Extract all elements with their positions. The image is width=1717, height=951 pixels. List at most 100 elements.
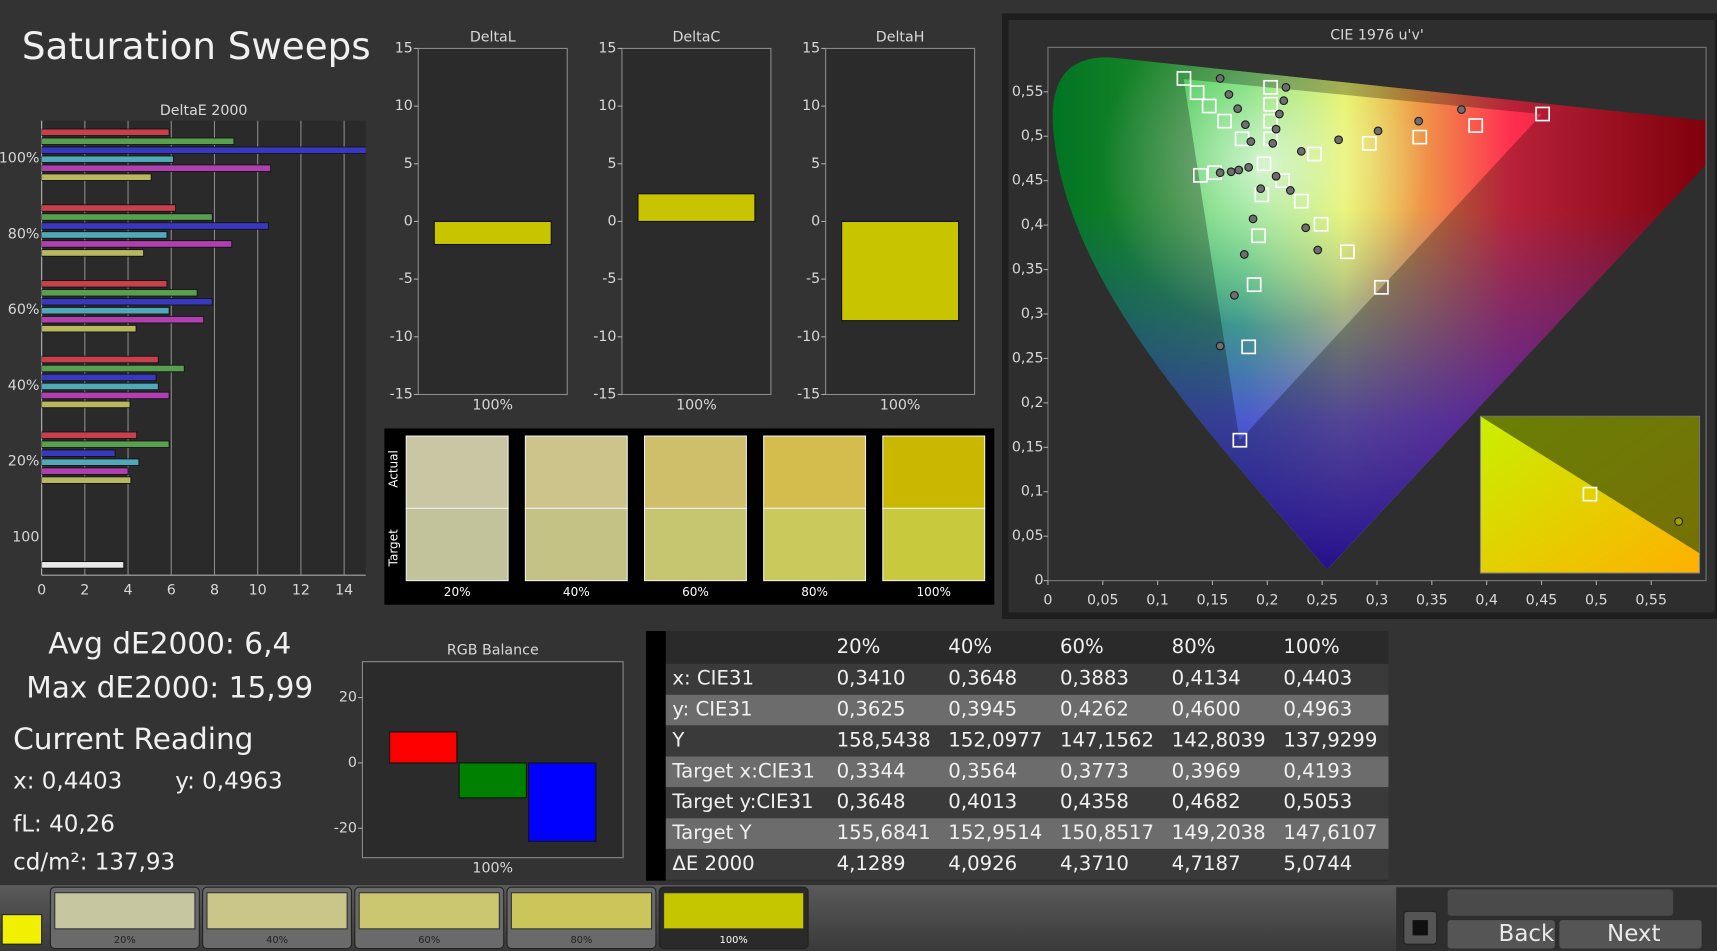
measured-point: [1334, 135, 1343, 145]
reading-fl: fL: 40,26: [13, 811, 115, 837]
patch-color: [358, 892, 500, 930]
table-cell: 4,7187: [1172, 852, 1241, 875]
bar: [637, 193, 756, 223]
chart-title: RGB Balance: [447, 643, 539, 659]
table-header: 40%: [948, 635, 992, 658]
bar: [41, 249, 145, 257]
measured-point: [1233, 104, 1243, 114]
actual-label: Actual: [387, 450, 401, 488]
x-tick-label: 10: [249, 582, 267, 598]
measured-point: [1246, 137, 1256, 146]
bar: [41, 240, 233, 248]
measured-point: [1285, 186, 1295, 195]
y-tick-label: 5: [811, 156, 820, 172]
current-reading-title: Current Reading: [13, 722, 253, 756]
x-tick-label: 0,05: [1087, 592, 1119, 608]
x-tick-label: 6: [167, 582, 176, 598]
measured-point: [1271, 171, 1281, 181]
y-tick-label: 0: [1035, 573, 1044, 589]
target-point: [1217, 113, 1232, 129]
x-tick-label: 12: [292, 582, 310, 598]
x-tick-label: 0,45: [1526, 592, 1558, 608]
target-point: [1373, 279, 1389, 295]
y-tick-label: 0,2: [1021, 395, 1044, 411]
bar: [458, 762, 527, 799]
patch-label: 20%: [114, 935, 136, 946]
next-button[interactable]: [1559, 920, 1702, 949]
swatch-label: 20%: [444, 585, 471, 599]
bar: [41, 440, 170, 448]
y-tick-label: 0,05: [1012, 528, 1044, 544]
chart-title: DeltaL: [470, 29, 516, 45]
transport-buttons[interactable]: [1447, 889, 1674, 916]
y-tick-label: 5: [607, 156, 616, 172]
next-label[interactable]: Next: [1607, 921, 1661, 947]
y-tick-label: 15: [598, 40, 616, 56]
target-point: [1313, 216, 1329, 232]
target-point: [1293, 193, 1309, 209]
measured-point: [1215, 168, 1225, 178]
y-tick-label: 0: [811, 213, 820, 229]
bar: [41, 146, 366, 154]
target-point: [1241, 339, 1257, 355]
table-header: 80%: [1172, 635, 1216, 658]
bar: [528, 762, 597, 842]
table-cell: 0,4682: [1172, 790, 1241, 813]
table-cell: 0,4600: [1172, 698, 1241, 721]
reading-y: y: 0,4963: [175, 769, 282, 795]
target-point: [1189, 85, 1205, 101]
target-point: [1535, 106, 1551, 122]
max-de: Max dE2000: 15,99: [26, 671, 313, 705]
measured-point: [1373, 126, 1383, 136]
measured-point: [1271, 124, 1281, 134]
table-cell: 0,3564: [948, 759, 1017, 782]
target-swatch: [524, 507, 628, 582]
measured-point: [1215, 341, 1225, 351]
x-tick-label: 0,2: [1256, 592, 1279, 608]
actual-swatch: [643, 435, 747, 509]
target-point: [1361, 135, 1377, 151]
measured-point: [1268, 138, 1278, 148]
back-label[interactable]: Back: [1499, 921, 1555, 947]
measured-point: [1281, 82, 1291, 92]
table-header: 60%: [1060, 635, 1104, 658]
measured-point: [1313, 245, 1323, 255]
back-button[interactable]: [1447, 920, 1555, 949]
table-cell: 149,2038: [1172, 821, 1266, 844]
bar: [41, 289, 198, 297]
bar: [41, 561, 125, 569]
actual-swatch: [882, 435, 986, 509]
bar: [433, 220, 552, 246]
x-tick-label: 0,55: [1635, 592, 1667, 608]
measured-point: [1224, 90, 1234, 99]
table-cell: 0,3773: [1060, 759, 1129, 782]
table-cell: 142,8039: [1172, 728, 1266, 751]
x-tick-label: 0,4: [1475, 592, 1498, 608]
table-row: [665, 725, 1389, 757]
measured-point: [1457, 105, 1466, 114]
target-point: [1232, 432, 1248, 448]
table-gutter: [646, 630, 666, 881]
table-cell: 0,3883: [1060, 667, 1129, 690]
row-label: y: CIE31: [672, 698, 752, 721]
y-tick-label: 5: [404, 156, 413, 172]
measured-point: [1244, 162, 1254, 172]
bar: [41, 164, 272, 172]
measured-point: [1274, 109, 1284, 119]
y-tick-label: 0,3: [1021, 306, 1044, 322]
table-row: [665, 663, 1389, 695]
y-tick-label: -5: [399, 271, 413, 287]
table-cell: 0,4963: [1283, 698, 1352, 721]
y-tick-label: 0: [607, 213, 616, 229]
target-point: [1263, 79, 1278, 95]
chart-title: CIE 1976 u'v': [1330, 27, 1424, 43]
target-point: [1251, 228, 1266, 244]
bar: [41, 137, 235, 146]
x-tick-label: 0,35: [1416, 592, 1448, 608]
table-cell: 0,4193: [1283, 759, 1352, 782]
table-cell: 0,5053: [1283, 790, 1352, 813]
bar: [41, 213, 213, 221]
y-tick-label: 0,1: [1021, 484, 1044, 500]
x-tick-label: 0,3: [1366, 592, 1389, 608]
table-cell: 0,3410: [837, 667, 906, 690]
